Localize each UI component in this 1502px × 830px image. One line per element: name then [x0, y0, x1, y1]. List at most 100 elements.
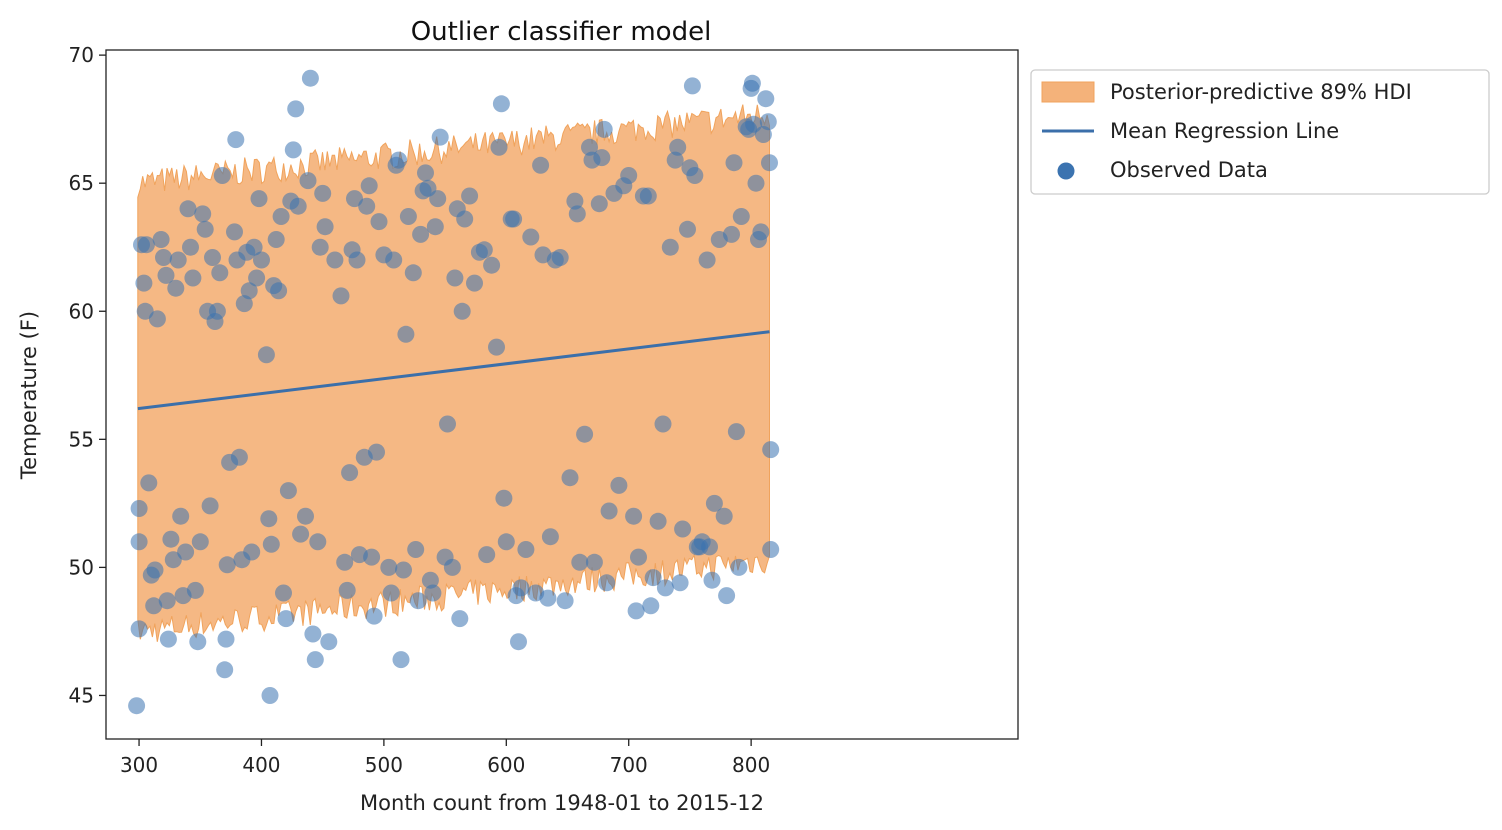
data-point: [346, 190, 363, 208]
y-axis: 45 50 55 60 65 70: [69, 43, 106, 707]
x-tick-label: 500: [365, 753, 403, 777]
data-point: [551, 249, 569, 266]
data-point: [762, 541, 780, 558]
data-point: [167, 279, 185, 297]
mean-regression-line: [137, 330, 770, 411]
data-point: [453, 302, 471, 320]
plot-frame: [105, 49, 1019, 740]
data-point: [683, 77, 701, 95]
data-point: [497, 533, 515, 551]
data-point: [661, 238, 679, 256]
data-point: [243, 543, 261, 561]
data-point: [598, 574, 616, 592]
data-point: [715, 507, 733, 525]
data-point: [568, 205, 586, 223]
y-tick-label: 65: [69, 171, 94, 195]
regression-line-layer: [137, 330, 770, 411]
data-point: [157, 266, 175, 284]
data-point: [348, 251, 366, 269]
data-point: [320, 633, 338, 651]
data-point: [326, 251, 344, 269]
data-point: [363, 548, 381, 566]
x-tick-label: 300: [120, 753, 158, 777]
data-point: [593, 149, 611, 167]
data-point: [368, 443, 385, 461]
data-point: [189, 633, 207, 651]
data-point: [671, 574, 689, 592]
data-point: [439, 415, 456, 433]
data-point: [424, 584, 442, 602]
data-point: [208, 302, 226, 320]
data-point: [211, 264, 229, 282]
legend-band-swatch: [1041, 81, 1095, 103]
data-point: [761, 154, 778, 172]
data-point: [360, 177, 378, 195]
y-tick-label: 50: [69, 555, 94, 579]
data-point: [191, 533, 209, 551]
data-point: [421, 571, 439, 589]
data-point: [314, 184, 332, 202]
data-point: [311, 238, 329, 256]
data-point: [625, 507, 643, 525]
data-point: [404, 264, 422, 282]
data-point: [186, 581, 204, 599]
data-point: [397, 325, 415, 343]
data-point: [135, 274, 153, 292]
data-point: [654, 415, 672, 433]
legend-label-line: Mean Regression Line: [1110, 119, 1339, 143]
data-point: [253, 251, 270, 269]
data-point: [136, 302, 154, 320]
data-point: [600, 502, 618, 520]
data-point: [184, 269, 202, 287]
data-point: [679, 220, 696, 238]
data-point: [490, 138, 508, 156]
data-point: [743, 74, 761, 92]
data-point: [644, 569, 662, 587]
x-tick-label: 400: [242, 753, 280, 777]
data-point: [627, 602, 645, 620]
data-point: [306, 651, 324, 669]
data-point: [412, 225, 430, 243]
data-point: [137, 236, 155, 254]
data-point: [267, 231, 285, 248]
x-axis-title: Month count from 1948-01 to 2015-12: [360, 791, 764, 815]
data-point: [277, 610, 295, 628]
data-point: [272, 208, 290, 225]
data-point: [522, 228, 540, 246]
data-point: [216, 661, 234, 679]
data-point: [301, 69, 319, 87]
observed-data-layer: [128, 69, 780, 715]
data-point: [409, 592, 427, 610]
data-point: [341, 464, 359, 482]
data-point: [705, 494, 723, 512]
data-point: [164, 551, 182, 569]
data-point: [725, 154, 743, 172]
data-point: [227, 131, 245, 149]
data-point: [194, 205, 212, 223]
data-point: [292, 525, 310, 543]
y-tick-label: 45: [69, 683, 94, 707]
data-point: [370, 213, 388, 231]
data-point: [407, 541, 425, 558]
data-point: [532, 156, 550, 174]
data-point: [595, 120, 613, 138]
data-point: [204, 249, 221, 266]
legend: Posterior-predictive 89% HDI Mean Regres…: [1030, 69, 1490, 195]
legend-label-points: Observed Data: [1110, 158, 1268, 182]
data-point: [649, 512, 667, 530]
data-point: [382, 584, 400, 602]
data-point: [235, 295, 253, 313]
data-point: [257, 346, 275, 364]
data-point: [669, 138, 687, 156]
data-point: [275, 584, 292, 602]
data-point: [261, 687, 279, 704]
data-point: [385, 251, 403, 269]
data-point: [270, 282, 288, 300]
data-point: [466, 274, 483, 292]
data-point: [556, 592, 574, 610]
data-point: [169, 251, 187, 269]
data-point: [250, 190, 268, 208]
data-point: [145, 597, 163, 615]
data-point: [456, 210, 474, 228]
